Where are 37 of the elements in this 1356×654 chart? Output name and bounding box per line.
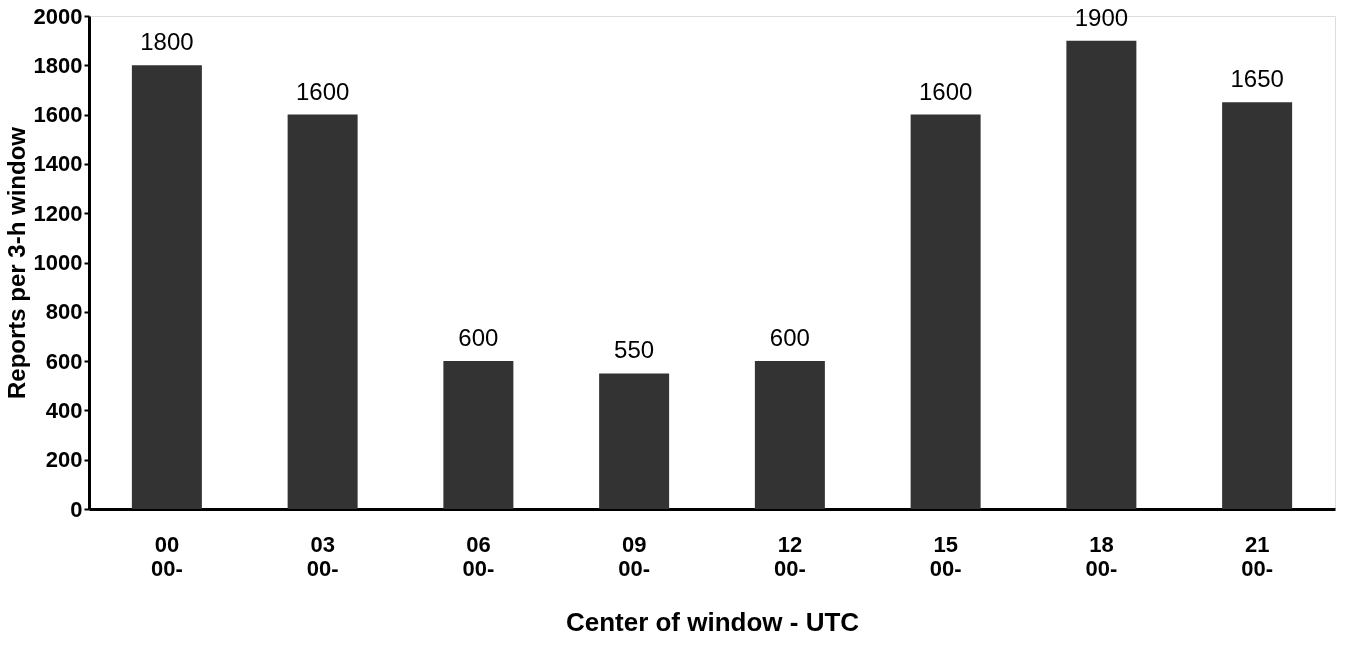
data-label: 1900 bbox=[1074, 3, 1129, 31]
bar bbox=[599, 373, 670, 509]
y-tick-label: 2000 bbox=[33, 3, 83, 29]
bar bbox=[754, 361, 825, 509]
y-tick-label: 1000 bbox=[33, 250, 83, 275]
data-label: 600 bbox=[458, 324, 499, 352]
y-tick-label: 1200 bbox=[33, 200, 83, 226]
x-tick-label: 21 00- bbox=[1241, 531, 1274, 581]
x-tick-label: 12 00- bbox=[773, 531, 806, 581]
y-axis-title: Reports per 3-h window bbox=[2, 126, 30, 400]
y-tick-label: 400 bbox=[45, 397, 83, 423]
x-axis-title: Center of window - UTC bbox=[565, 606, 860, 637]
x-tick-label: 06 00- bbox=[462, 531, 495, 581]
bar bbox=[287, 114, 358, 509]
y-tick-label: 1600 bbox=[33, 102, 83, 128]
y-tick-label: 1800 bbox=[33, 52, 83, 78]
data-label: 1600 bbox=[918, 77, 973, 105]
bar bbox=[910, 114, 981, 509]
bar bbox=[131, 65, 202, 509]
bar bbox=[443, 361, 514, 509]
y-tick-label: 0 bbox=[70, 496, 83, 522]
data-label: 550 bbox=[614, 336, 655, 364]
data-label: 1600 bbox=[295, 77, 350, 105]
x-tick-label: 18 00- bbox=[1085, 531, 1118, 581]
y-tick-label: 800 bbox=[45, 299, 83, 325]
bar bbox=[1066, 40, 1137, 509]
x-tick-label: 00 00- bbox=[150, 531, 183, 581]
bar bbox=[1222, 102, 1293, 509]
data-label: 600 bbox=[769, 324, 810, 352]
data-label: 1800 bbox=[140, 28, 194, 56]
y-tick-label: 200 bbox=[45, 447, 83, 473]
x-tick-label: 09 00- bbox=[618, 531, 651, 581]
x-tick-label: 15 00- bbox=[929, 531, 962, 581]
y-tick-label: 600 bbox=[45, 348, 83, 374]
y-tick-label: 1400 bbox=[33, 151, 83, 177]
x-tick-label: 03 00- bbox=[306, 531, 339, 581]
data-label: 1650 bbox=[1230, 65, 1284, 93]
